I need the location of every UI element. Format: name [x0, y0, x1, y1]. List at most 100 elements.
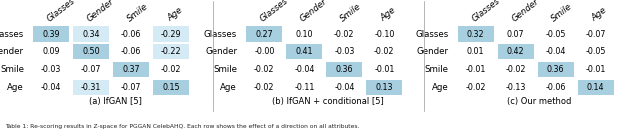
- Text: Smile: Smile: [125, 2, 150, 23]
- Text: -0.04: -0.04: [294, 65, 314, 74]
- Text: (b) IfGAN + conditional [5]: (b) IfGAN + conditional [5]: [273, 97, 384, 106]
- Text: Age: Age: [590, 6, 609, 23]
- Text: Gender: Gender: [510, 0, 540, 23]
- Bar: [153, 44, 189, 59]
- Text: Glasses: Glasses: [415, 30, 449, 38]
- Text: Smile: Smile: [424, 65, 449, 74]
- Text: -0.02: -0.02: [161, 65, 182, 74]
- Bar: [246, 80, 282, 95]
- Bar: [538, 62, 573, 77]
- Text: Gender: Gender: [299, 0, 329, 23]
- Bar: [497, 44, 534, 59]
- Text: -0.29: -0.29: [161, 30, 182, 38]
- Text: -0.22: -0.22: [161, 47, 182, 56]
- Text: -0.06: -0.06: [121, 47, 141, 56]
- Text: 0.36: 0.36: [547, 65, 564, 74]
- Bar: [366, 44, 403, 59]
- Text: -0.13: -0.13: [506, 83, 525, 92]
- Text: -0.03: -0.03: [41, 65, 61, 74]
- Bar: [577, 27, 614, 41]
- Bar: [286, 44, 323, 59]
- Text: -0.05: -0.05: [545, 30, 566, 38]
- Text: Gender: Gender: [0, 47, 24, 56]
- Text: -0.10: -0.10: [374, 30, 394, 38]
- Text: 0.01: 0.01: [467, 47, 484, 56]
- Text: 0.14: 0.14: [587, 83, 604, 92]
- Text: Glasses: Glasses: [259, 0, 291, 23]
- Text: -0.04: -0.04: [545, 47, 566, 56]
- Text: -0.01: -0.01: [374, 65, 394, 74]
- Bar: [577, 62, 614, 77]
- Bar: [366, 62, 403, 77]
- Text: -0.04: -0.04: [334, 83, 355, 92]
- Bar: [366, 27, 403, 41]
- Text: Glasses: Glasses: [0, 30, 24, 38]
- Text: 0.27: 0.27: [255, 30, 273, 38]
- Text: Glasses: Glasses: [204, 30, 237, 38]
- Bar: [153, 80, 189, 95]
- Bar: [113, 80, 149, 95]
- Bar: [33, 27, 69, 41]
- Text: Table 1: Re-scoring results in Z-space for PGGAN CelebAHQ. Each row shows the ef: Table 1: Re-scoring results in Z-space f…: [5, 124, 360, 129]
- Text: -0.02: -0.02: [334, 30, 355, 38]
- Text: 0.39: 0.39: [42, 30, 60, 38]
- Bar: [326, 80, 362, 95]
- Text: 0.50: 0.50: [83, 47, 100, 56]
- Bar: [577, 80, 614, 95]
- Text: 0.42: 0.42: [507, 47, 524, 56]
- Bar: [33, 62, 69, 77]
- Bar: [458, 80, 493, 95]
- Text: Smile: Smile: [0, 65, 24, 74]
- Bar: [33, 44, 69, 59]
- Text: -0.02: -0.02: [505, 65, 526, 74]
- Bar: [113, 27, 149, 41]
- Text: Age: Age: [220, 83, 237, 92]
- Text: 0.37: 0.37: [122, 65, 140, 74]
- Bar: [73, 44, 109, 59]
- Text: -0.06: -0.06: [121, 30, 141, 38]
- Text: -0.01: -0.01: [586, 65, 605, 74]
- Bar: [33, 80, 69, 95]
- Bar: [153, 27, 189, 41]
- Text: (a) IfGAN [5]: (a) IfGAN [5]: [89, 97, 141, 106]
- Text: 0.32: 0.32: [467, 30, 484, 38]
- Text: Smile: Smile: [550, 2, 574, 23]
- Text: 0.15: 0.15: [163, 83, 180, 92]
- Text: -0.02: -0.02: [254, 83, 275, 92]
- Bar: [497, 62, 534, 77]
- Bar: [246, 27, 282, 41]
- Text: 0.13: 0.13: [376, 83, 393, 92]
- Text: -0.06: -0.06: [545, 83, 566, 92]
- Bar: [286, 27, 323, 41]
- Text: Age: Age: [7, 83, 24, 92]
- Bar: [153, 62, 189, 77]
- Text: Gender: Gender: [86, 0, 116, 23]
- Text: -0.03: -0.03: [334, 47, 355, 56]
- Text: 0.07: 0.07: [507, 30, 524, 38]
- Text: 0.36: 0.36: [335, 65, 353, 74]
- Bar: [246, 44, 282, 59]
- Text: -0.02: -0.02: [254, 65, 275, 74]
- Bar: [497, 80, 534, 95]
- Bar: [458, 27, 493, 41]
- Text: 0.41: 0.41: [296, 47, 313, 56]
- Text: -0.02: -0.02: [465, 83, 486, 92]
- Text: -0.02: -0.02: [374, 47, 395, 56]
- Bar: [497, 27, 534, 41]
- Text: -0.07: -0.07: [81, 65, 102, 74]
- Text: -0.00: -0.00: [254, 47, 275, 56]
- Bar: [73, 62, 109, 77]
- Text: -0.31: -0.31: [81, 83, 101, 92]
- Bar: [538, 44, 573, 59]
- Bar: [577, 44, 614, 59]
- Text: -0.04: -0.04: [41, 83, 61, 92]
- Bar: [113, 62, 149, 77]
- Bar: [73, 27, 109, 41]
- Bar: [538, 80, 573, 95]
- Text: 0.10: 0.10: [296, 30, 313, 38]
- Text: -0.05: -0.05: [585, 47, 606, 56]
- Bar: [113, 44, 149, 59]
- Text: Gender: Gender: [417, 47, 449, 56]
- Bar: [326, 27, 362, 41]
- Text: Smile: Smile: [339, 2, 363, 23]
